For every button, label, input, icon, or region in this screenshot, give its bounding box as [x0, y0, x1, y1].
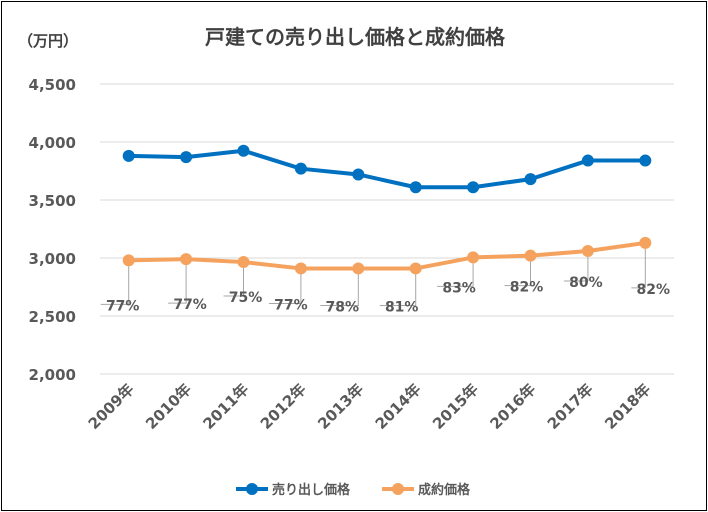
ratio-label: 82%: [637, 282, 671, 298]
ratio-leader-line: [504, 261, 531, 287]
x-axis-tick-labels: 2009年 2010年 2011年 2012年 2013年 2014年 2015年 2016年…: [85, 380, 654, 433]
data-point: [294, 262, 307, 275]
data-point: [237, 144, 250, 157]
x-tick-label: 2018年: [601, 380, 654, 433]
y-axis-tick-labels: 4,500 4,000 3,500 3,000 2,500 2,000: [29, 76, 76, 384]
ratio-label: 78%: [326, 299, 360, 315]
y-tick-label: 3,000: [29, 250, 76, 268]
data-point: [581, 245, 594, 258]
data-point: [352, 262, 365, 275]
x-tick-label: 2011年: [199, 380, 252, 433]
x-tick-label: 2012年: [257, 380, 310, 433]
x-tick-label: 2017年: [544, 380, 597, 433]
data-point: [409, 181, 422, 194]
x-tick-label: 2015年: [429, 380, 482, 433]
data-point: [524, 173, 537, 186]
ratio-leader-line: [168, 265, 187, 304]
series-lines: [128, 148, 646, 271]
data-point: [639, 154, 652, 167]
x-tick-label: 2010年: [142, 380, 195, 433]
data-point: [467, 251, 480, 264]
ratio-label: 77%: [173, 297, 207, 313]
data-point: [122, 149, 135, 162]
ratio-label: 77%: [106, 298, 140, 314]
y-tick-label: 2,500: [29, 308, 76, 326]
data-point: [524, 249, 537, 262]
y-tick-label: 2,000: [29, 366, 76, 384]
ratio-label: 77%: [274, 297, 308, 313]
y-tick-label: 4,000: [29, 134, 76, 152]
ratio-leader-line: [320, 274, 359, 306]
legend-swatch-marker: [392, 483, 404, 495]
legend-label: 成約価格: [418, 482, 471, 498]
data-point: [122, 254, 135, 267]
y-unit-label: （万円）: [18, 32, 78, 50]
x-tick-label: 2009年: [85, 380, 138, 433]
ratio-label: 83%: [442, 280, 476, 296]
data-point: [639, 236, 652, 249]
ratio-leader-line: [268, 274, 302, 304]
ratio-leader-line: [631, 248, 646, 289]
series-points: [122, 144, 652, 275]
y-tick-label: 4,500: [29, 76, 76, 94]
data-point: [180, 151, 193, 164]
x-tick-label: 2014年: [372, 380, 425, 433]
ratio-label: 80%: [569, 275, 603, 291]
data-point: [409, 262, 422, 275]
y-tick-label: 3,500: [29, 192, 76, 210]
data-point: [294, 162, 307, 175]
ratio-label: 81%: [385, 299, 419, 315]
data-point: [180, 253, 193, 266]
ratio-leader-line: [437, 263, 474, 287]
ratio-leader-line: [379, 274, 417, 306]
data-point: [581, 154, 594, 167]
ratio-leader-lines: [100, 248, 646, 306]
x-tick-label: 2013年: [314, 380, 367, 433]
legend-label: 売り出し価格: [272, 482, 351, 498]
ratio-labels: 77% 77% 75% 77% 78% 81% 83% 82% 80% 82%: [106, 275, 670, 315]
ratio-leader-line: [100, 266, 130, 305]
ratio-leader-line: [223, 268, 244, 297]
ratio-label: 82%: [510, 280, 544, 296]
chart-title: 戸建ての売り出し価格と成約価格: [205, 25, 506, 49]
series-line-2: [128, 240, 646, 271]
legend-swatch-marker: [246, 483, 258, 495]
legend: 売り出し価格 成約価格: [236, 482, 471, 498]
ratio-label: 75%: [229, 290, 263, 306]
gridlines: [100, 83, 674, 375]
data-point: [352, 168, 365, 181]
data-point: [467, 181, 480, 194]
data-point: [237, 256, 250, 269]
ratio-leader-line: [563, 257, 589, 282]
x-tick-label: 2016年: [486, 380, 539, 433]
series-line-1: [128, 148, 646, 190]
